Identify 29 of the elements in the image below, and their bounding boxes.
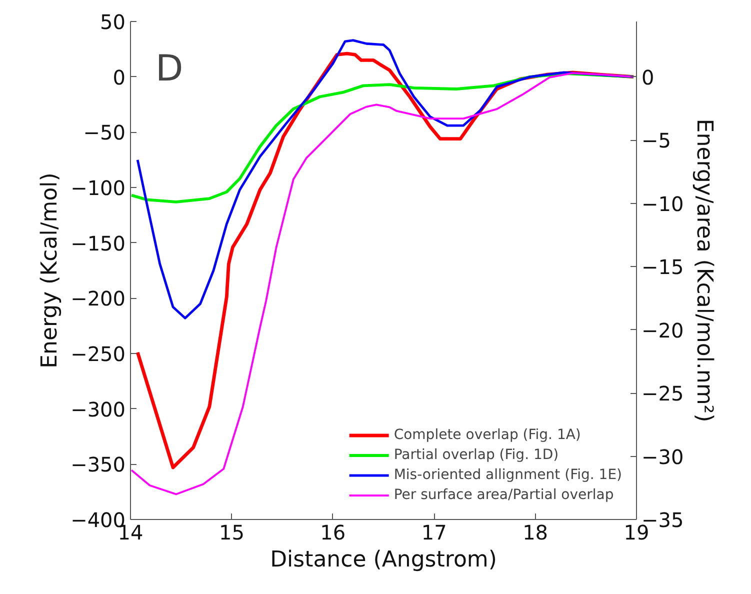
annotation: D	[156, 48, 184, 90]
y-tick-label: −250	[70, 342, 126, 366]
y-tick-label: −350	[70, 452, 126, 477]
y-tick-label: −50	[83, 120, 126, 145]
y2-tick-label: −25	[642, 382, 684, 406]
legend-label: Complete overlap (Fig. 1A)	[394, 427, 581, 443]
y-tick-label: −200	[70, 286, 126, 311]
y2-tick-label: 0	[642, 65, 654, 90]
y2-tick-label: −10	[642, 192, 684, 216]
y2-tick-label: −30	[642, 444, 684, 469]
y2-tick-label: −5	[642, 128, 671, 153]
y-axis-title: Energy (Kcal/mol)	[38, 172, 63, 368]
y-tick-label: −150	[70, 231, 126, 256]
line-series	[136, 39, 635, 320]
y-tick-label: −100	[70, 176, 126, 200]
x-tick-label: 16	[320, 520, 346, 544]
y-tick-label: 0	[112, 65, 126, 90]
y-tick-label: −300	[70, 397, 126, 422]
legend-label: Per surface area/Partial overlap	[394, 487, 614, 503]
y-tick-label: 50	[100, 10, 126, 34]
legend-label: Partial overlap (Fig. 1D)	[394, 447, 559, 463]
y2-tick-label: −20	[642, 318, 684, 342]
x-tick-label: 17	[421, 520, 447, 544]
x-tick-label: 15	[218, 520, 244, 544]
y2-axis-title: Energy/area (Kcal/mol.nm²)	[692, 118, 717, 422]
x-tick-label: 18	[522, 520, 548, 544]
legend-label: Mis-oriented allignment (Fig. 1E)	[394, 467, 622, 483]
y2-tick-label: −15	[642, 255, 684, 280]
x-axis-title: Distance (Angstrom)	[270, 548, 497, 572]
